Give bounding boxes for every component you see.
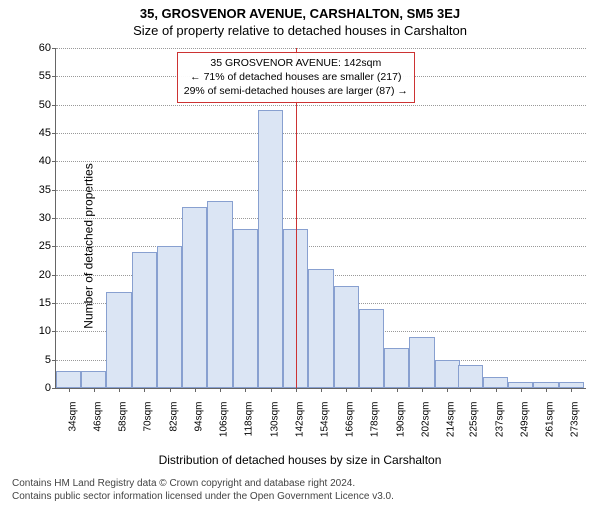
gridline [56,105,586,106]
x-tick-mark [346,388,347,392]
x-tick-label: 58sqm [118,402,129,452]
y-tick-mark [52,161,56,162]
histogram-bar [458,365,483,388]
gridline [56,190,586,191]
x-tick-label: 46sqm [92,402,103,452]
x-tick-label: 34sqm [67,402,78,452]
x-tick-mark [321,388,322,392]
histogram-bar [56,371,81,388]
x-tick-label: 166sqm [345,402,356,452]
histogram-bar [157,246,182,388]
x-tick-label: 106sqm [219,402,230,452]
y-tick-mark [52,275,56,276]
x-tick-label: 118sqm [244,402,255,452]
x-tick-label: 94sqm [193,402,204,452]
y-tick-mark [52,76,56,77]
x-tick-mark [397,388,398,392]
x-tick-label: 178sqm [370,402,381,452]
histogram-bar [258,110,283,388]
histogram-bar [409,337,434,388]
y-tick-mark [52,105,56,106]
x-tick-label: 214sqm [446,402,457,452]
footer-line-1: Contains HM Land Registry data © Crown c… [12,477,600,490]
x-tick-label: 225sqm [469,402,480,452]
gridline [56,48,586,49]
y-tick-mark [52,133,56,134]
page-title: 35, GROSVENOR AVENUE, CARSHALTON, SM5 3E… [0,6,600,21]
x-tick-mark [470,388,471,392]
x-tick-mark [521,388,522,392]
histogram-bar [132,252,157,388]
x-tick-mark [447,388,448,392]
x-tick-label: 261sqm [545,402,556,452]
histogram-bar [435,360,460,388]
annotation-line-1: 35 GROSVENOR AVENUE: 142sqm [184,56,408,70]
x-tick-mark [94,388,95,392]
annotation-line-3: 29% of semi-detached houses are larger (… [184,84,408,98]
histogram-bar [106,292,131,388]
x-tick-mark [422,388,423,392]
annotation-box: 35 GROSVENOR AVENUE: 142sqm ← 71% of det… [177,52,415,103]
gridline [56,218,586,219]
histogram-plot: 05101520253035404550556034sqm46sqm58sqm7… [55,48,586,389]
x-tick-label: 202sqm [420,402,431,452]
chart-container: Number of detached properties 0510152025… [0,38,600,453]
histogram-bar [308,269,333,388]
x-tick-label: 249sqm [519,402,530,452]
x-axis-label: Distribution of detached houses by size … [0,453,600,467]
histogram-bar [182,207,207,388]
histogram-bar [334,286,359,388]
x-tick-label: 130sqm [269,402,280,452]
x-tick-label: 237sqm [494,402,505,452]
x-tick-mark [296,388,297,392]
x-tick-mark [271,388,272,392]
x-tick-label: 273sqm [570,402,581,452]
annotation-line-2: ← 71% of detached houses are smaller (21… [184,70,408,84]
x-tick-mark [496,388,497,392]
gridline [56,133,586,134]
x-tick-label: 142sqm [294,402,305,452]
x-tick-mark [195,388,196,392]
histogram-bar [233,229,258,388]
histogram-bar [384,348,409,388]
y-tick-mark [52,218,56,219]
y-tick-mark [52,303,56,304]
x-tick-mark [371,388,372,392]
y-tick-mark [52,190,56,191]
x-tick-label: 70sqm [143,402,154,452]
y-tick-mark [52,331,56,332]
y-tick-mark [52,388,56,389]
x-tick-mark [69,388,70,392]
histogram-bar [81,371,106,388]
x-tick-mark [546,388,547,392]
footer-attribution: Contains HM Land Registry data © Crown c… [12,477,600,503]
histogram-bar [207,201,232,388]
x-tick-mark [220,388,221,392]
x-tick-mark [571,388,572,392]
x-tick-mark [245,388,246,392]
y-tick-mark [52,48,56,49]
y-tick-mark [52,246,56,247]
x-tick-label: 82sqm [168,402,179,452]
page-subtitle: Size of property relative to detached ho… [0,23,600,38]
x-tick-mark [119,388,120,392]
gridline [56,161,586,162]
x-tick-label: 154sqm [320,402,331,452]
histogram-bar [483,377,508,388]
x-tick-label: 190sqm [395,402,406,452]
x-tick-mark [144,388,145,392]
histogram-bar [359,309,384,388]
y-tick-mark [52,360,56,361]
gridline [56,246,586,247]
footer-line-2: Contains public sector information licen… [12,490,600,503]
x-tick-mark [170,388,171,392]
